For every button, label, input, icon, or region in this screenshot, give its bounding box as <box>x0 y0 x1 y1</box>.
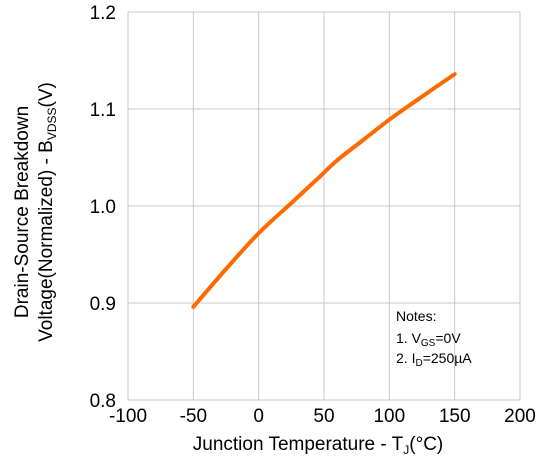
notes-annotation: Notes: 1. VGS=0V 2. ID=250µA <box>396 308 472 369</box>
y-axis-title-line1: Drain-Source Breakdown <box>12 106 33 318</box>
x-tick-label: 150 <box>439 406 471 427</box>
y-tick-label: 0.9 <box>90 294 116 315</box>
plot-frame <box>127 11 521 401</box>
y-tick-label: 1.2 <box>90 3 116 24</box>
x-tick-label: 100 <box>373 406 405 427</box>
y-axis-title-line2: Voltage(Normalized) - BVDSS(V) <box>36 82 59 342</box>
x-tick-label: 50 <box>313 406 334 427</box>
y-tick-label: 0.8 <box>90 391 116 412</box>
notes-item-1: 1. VGS=0V <box>396 330 461 349</box>
y-tick-labels: 0.8 0.9 1.0 1.1 1.2 <box>90 3 116 412</box>
x-tick-label: -50 <box>180 406 207 427</box>
grid <box>127 11 521 401</box>
series-layer <box>191 72 457 309</box>
x-tick-labels: -100 -50 0 50 100 150 200 <box>109 406 536 427</box>
y-tick-label: 1.0 <box>90 197 116 218</box>
x-tick-label: -100 <box>109 406 147 427</box>
notes-title: Notes: <box>396 308 436 324</box>
x-tick-label: 0 <box>253 406 264 427</box>
notes-item-2: 2. ID=250µA <box>396 350 472 369</box>
x-axis-title: Junction Temperature - TJ(°C) <box>193 434 444 457</box>
x-tick-label: 200 <box>504 406 536 427</box>
series-line-0 <box>191 72 457 309</box>
y-tick-label: 1.1 <box>90 100 116 121</box>
